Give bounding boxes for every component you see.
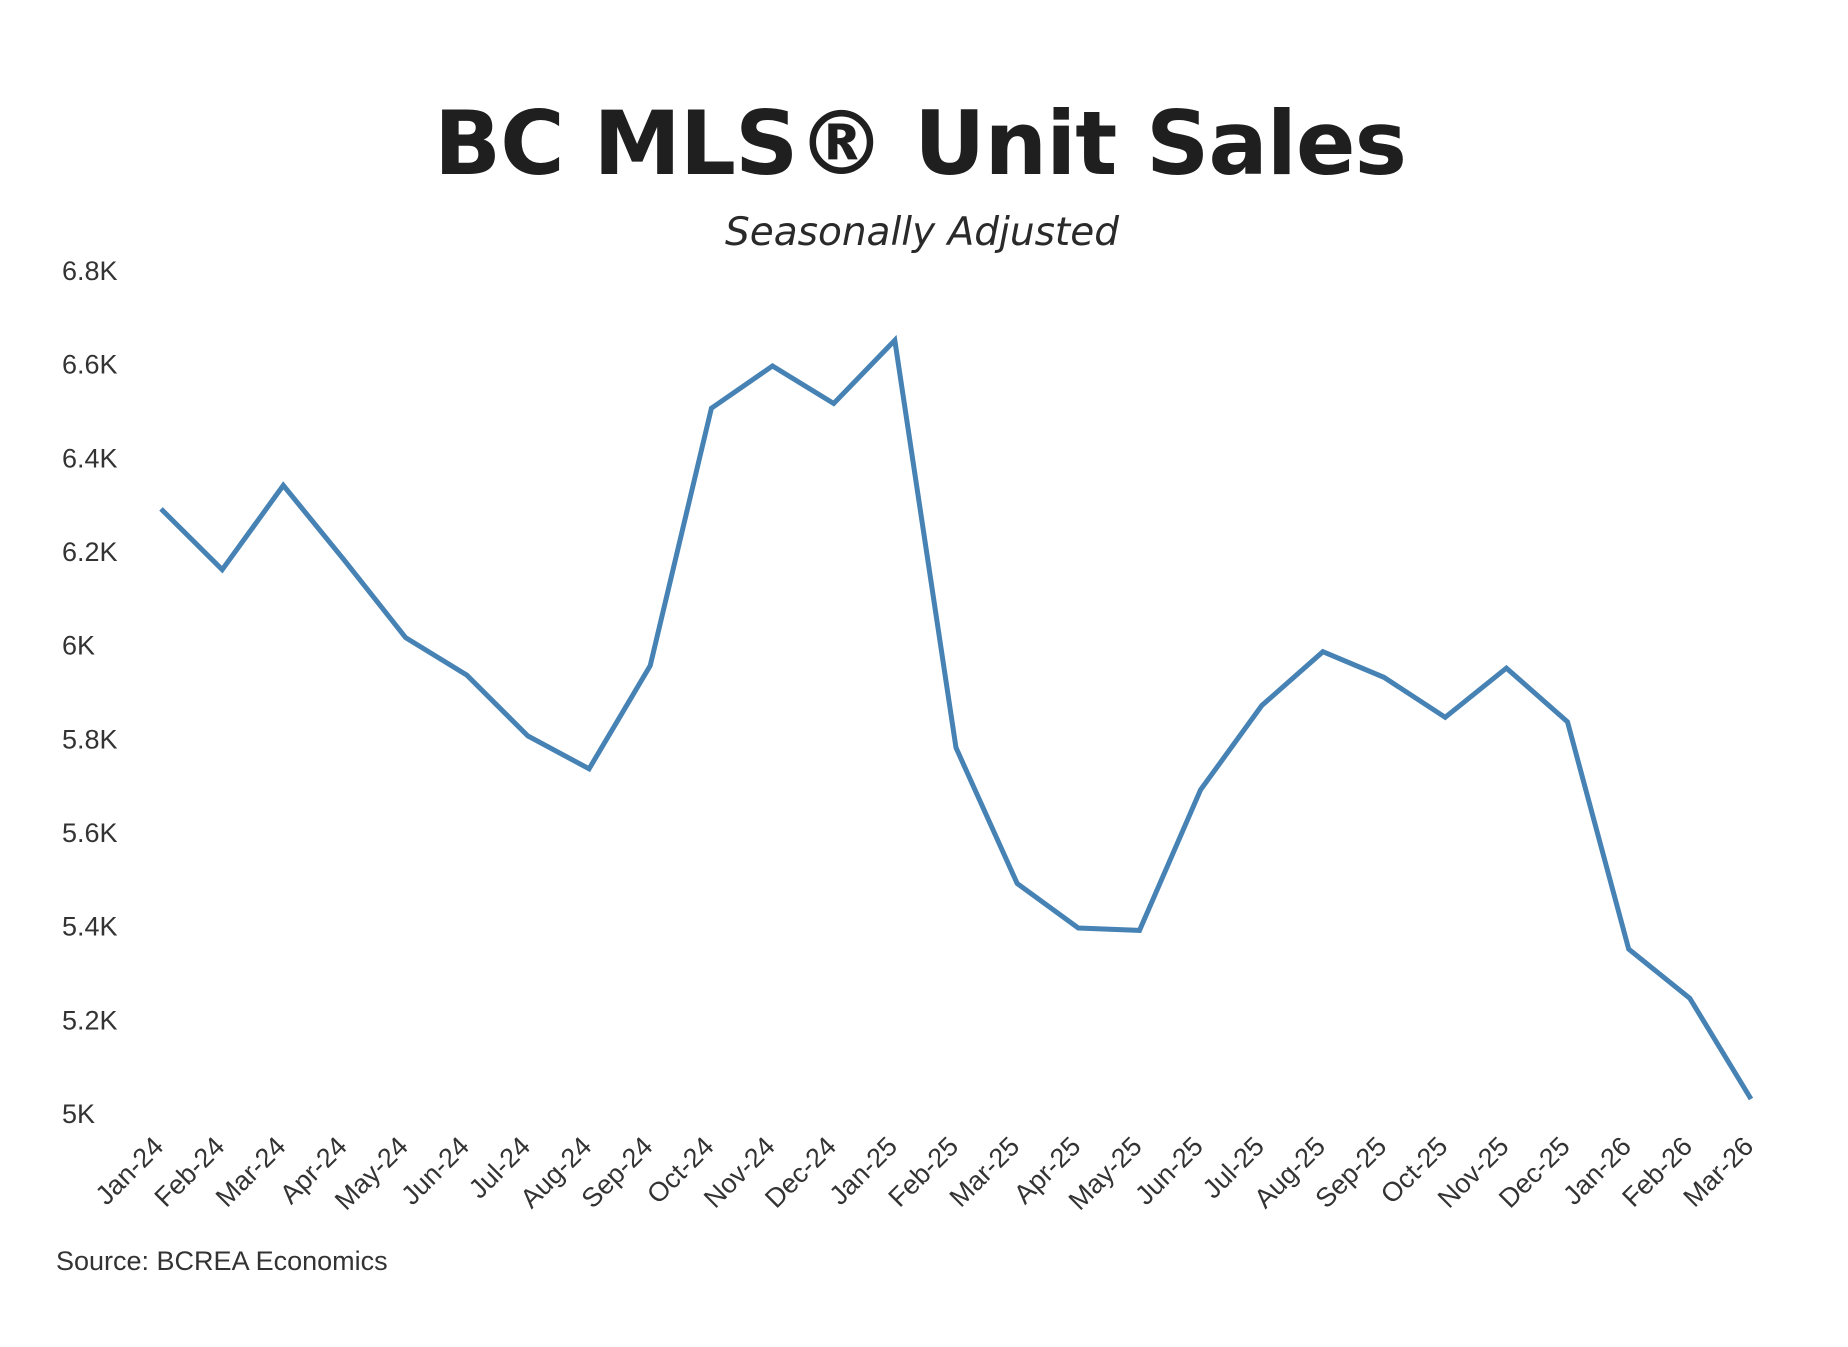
y-tick-label: 6.6K [62,350,118,380]
x-tick-label: Mar-24 [210,1131,292,1213]
plot-area [159,334,1754,1101]
y-tick-label: 5.8K [62,724,118,754]
y-tick-label: 5.6K [62,818,118,848]
series-line [159,334,1754,1101]
x-tick-label: Jun-25 [1129,1131,1209,1211]
chart-title-container: BC MLS® Unit Sales [0,100,1848,188]
x-tick-label: Mar-26 [1678,1131,1760,1213]
y-tick-label: 6K [62,631,95,661]
y-tick-label: 5.2K [62,1005,118,1035]
y-tick-label: 6.2K [62,537,118,567]
x-axis: Jan-24Feb-24Mar-24Apr-24May-24Jun-24Jul-… [90,1131,1760,1216]
y-tick-label: 5.4K [62,912,118,942]
chart-title: BC MLS® Unit Sales [434,92,1407,195]
source-note: Source: BCREA Economics [56,1246,388,1276]
y-tick-label: 5K [62,1099,95,1129]
y-tick-label: 6.8K [62,256,118,286]
chart-subtitle: Seasonally Adjusted [725,210,1119,255]
y-tick-label: 6.4K [62,443,118,473]
x-tick-label: Jun-24 [395,1131,475,1211]
x-tick-label: Mar-25 [944,1131,1026,1213]
y-axis: 5K 5.2K 5.4K 5.6K 5.8K 6K 6.2K 6.4K 6.6K 6.8K [62,256,118,1129]
chart-subtitle-container: Seasonally Adjusted [0,210,1848,255]
